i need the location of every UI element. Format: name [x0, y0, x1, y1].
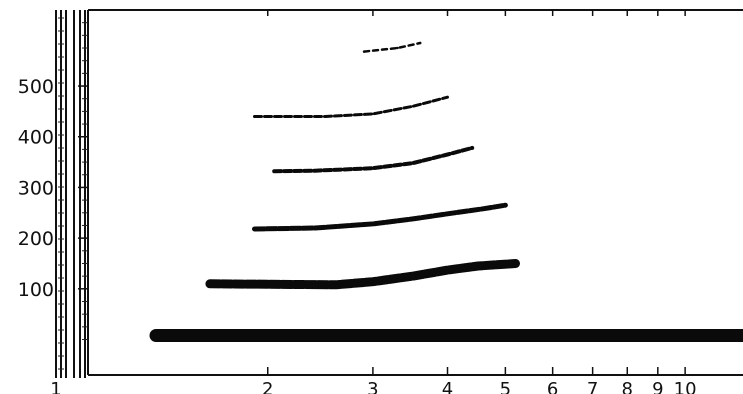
harmonic-traces: [149, 41, 743, 342]
trace-point: [371, 112, 375, 116]
y-tick-label: 400: [18, 127, 54, 149]
trace-point: [411, 105, 415, 108]
plot-frame: [87, 9, 743, 376]
trace-point: [313, 169, 317, 172]
harmonic-trace-3: [272, 145, 475, 174]
trace-point: [446, 268, 449, 272]
trace-point: [411, 217, 415, 221]
trace-point: [446, 153, 449, 156]
trace-point: [514, 262, 517, 265]
trace-point: [411, 274, 415, 278]
x-tick-label: 4: [442, 379, 453, 394]
trace-point: [419, 41, 422, 45]
trace-point: [362, 50, 366, 53]
harmonic-trace-1: [205, 259, 520, 290]
trace-point: [324, 115, 327, 118]
trace-point: [273, 170, 276, 173]
trace-point: [371, 280, 375, 283]
harmonic-trace-2: [252, 202, 508, 232]
x-axis: 1 2 3 4 5 6 7 8 9 10: [50, 10, 697, 394]
trace-point: [482, 207, 485, 210]
trace-point: [208, 282, 212, 285]
trace-point: [334, 283, 337, 286]
trace-point: [411, 161, 415, 165]
trace-point: [396, 46, 399, 50]
trace-point: [253, 115, 256, 118]
y-tick-label: 300: [18, 177, 54, 199]
x-tick-label: 8: [622, 379, 633, 394]
x-tick-label: 1: [50, 379, 61, 394]
x-tick-label: 7: [587, 379, 598, 394]
trace-point: [446, 96, 449, 99]
trace-point: [446, 212, 449, 215]
trace-point: [313, 226, 317, 230]
x-tick-label: 10: [674, 379, 697, 394]
trace-point: [504, 204, 507, 207]
x-tick-label: 5: [500, 379, 511, 394]
trace-point: [371, 222, 375, 226]
y-tick-label: 500: [18, 76, 54, 98]
harmonic-trace-4: [253, 95, 449, 118]
y-tick-label: 200: [18, 228, 54, 250]
x-tick-label: 9: [652, 379, 663, 394]
x-tick-label: 3: [367, 379, 378, 394]
left-film-border: [55, 10, 86, 378]
y-axis: 100 200 300 400 500: [18, 22, 88, 341]
trace-point: [371, 167, 375, 170]
y-tick-label: 100: [18, 279, 54, 301]
trace-point: [253, 227, 256, 231]
trace-point: [476, 264, 480, 268]
x-tick-label: 2: [262, 379, 273, 394]
trace-point: [471, 146, 474, 150]
harmonic-trace-5: [362, 41, 422, 53]
x-tick-label: 6: [547, 379, 558, 394]
